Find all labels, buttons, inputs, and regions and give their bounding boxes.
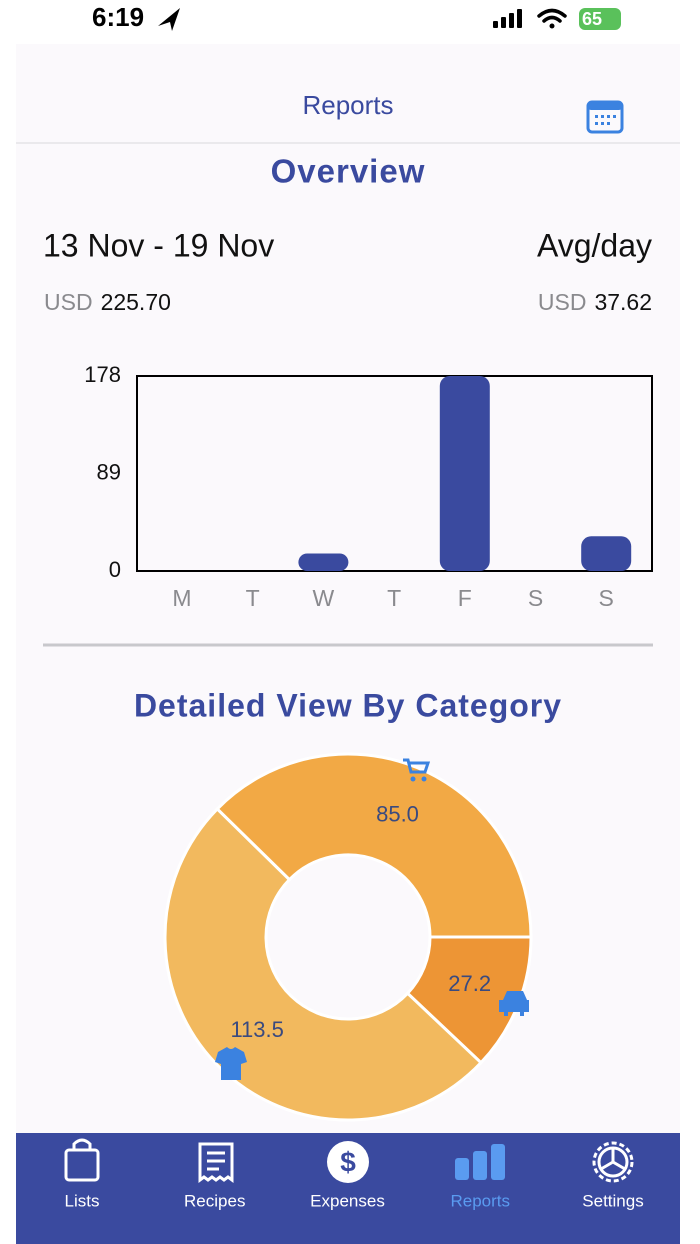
y-tick-label: 178: [84, 362, 121, 387]
y-tick-label: 0: [109, 557, 121, 582]
location-icon: [158, 8, 180, 31]
calendar-button[interactable]: [586, 100, 624, 134]
header-title: Reports: [302, 90, 393, 120]
x-tick-label: F: [458, 585, 472, 611]
bar: [298, 553, 349, 571]
amount: 37.62: [594, 289, 652, 315]
x-tick-label: W: [313, 585, 335, 611]
overview-title: Overview: [271, 153, 426, 190]
cart-icon: [403, 758, 431, 774]
recipes-icon: [198, 1142, 234, 1183]
tab-label[interactable]: Settings: [582, 1191, 643, 1210]
slice-label: 27.2: [448, 971, 491, 996]
tab-label[interactable]: Recipes: [184, 1191, 245, 1210]
battery-icon: [579, 8, 621, 30]
tab-labels: Lists Recipes Expenses Reports Settings: [65, 1191, 644, 1210]
currency: USD: [44, 289, 93, 315]
shirt-icon: [215, 1047, 247, 1080]
avg-amount: USD 37.62: [538, 289, 652, 315]
amount: 225.70: [101, 289, 171, 315]
bar: [439, 376, 490, 571]
slice-label: 85.0: [376, 802, 419, 827]
expenses-icon: $: [327, 1141, 369, 1183]
x-tick-label: S: [599, 585, 614, 611]
status-time: 6:19: [92, 2, 144, 32]
x-tick-label: T: [387, 585, 401, 611]
car-icon: [499, 991, 529, 1016]
donut-chart: 27.2 113.5 85.0: [163, 752, 533, 1122]
tab-label[interactable]: Reports: [450, 1191, 510, 1210]
currency: USD: [538, 289, 587, 315]
bar: [581, 536, 632, 571]
signal-icon: [493, 9, 522, 28]
bar-chart: 0 89 178 M T W T F S S: [84, 362, 632, 611]
cart-wheel: [421, 776, 427, 782]
tab-icons: $: [64, 1138, 634, 1183]
tab-label[interactable]: Expenses: [310, 1191, 385, 1210]
slice-label: 113.5: [230, 1017, 283, 1042]
y-tick-label: 89: [97, 459, 121, 484]
x-tick-label: S: [528, 585, 543, 611]
reports-icon: [455, 1144, 505, 1180]
x-tick-label: T: [246, 585, 260, 611]
lists-icon: [64, 1138, 100, 1182]
wifi-icon: [537, 8, 567, 23]
avg-label: Avg/day: [537, 227, 652, 263]
donut-slice: [163, 806, 484, 1122]
settings-icon: [592, 1141, 634, 1183]
category-icons: [215, 758, 529, 1080]
cart-wheel: [410, 776, 416, 782]
x-tick-label: M: [172, 585, 191, 611]
donut-slice: [215, 752, 533, 939]
wifi-dot: [549, 23, 555, 29]
total-amount: USD 225.70: [44, 289, 171, 315]
svg-text:$: $: [340, 1146, 356, 1177]
battery-level: 65: [582, 9, 602, 29]
tab-label[interactable]: Lists: [65, 1191, 100, 1210]
plot-frame: [136, 375, 653, 572]
category-title: Detailed View By Category: [134, 687, 562, 723]
date-range: 13 Nov - 19 Nov: [43, 227, 274, 263]
